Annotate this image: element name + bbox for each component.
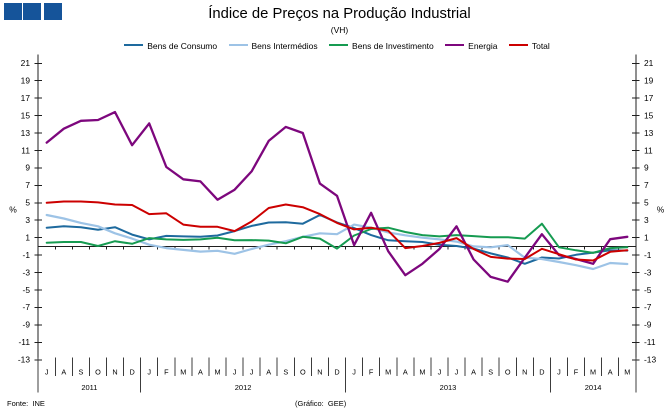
svg-text:15: 15 [644,110,654,120]
svg-text:19: 19 [644,76,654,86]
svg-text:M: M [385,368,391,377]
svg-text:J: J [233,368,237,377]
svg-text:5: 5 [25,198,30,208]
svg-text:O: O [300,368,306,377]
svg-text:S: S [78,368,83,377]
svg-text:2013: 2013 [440,383,457,392]
svg-text:-1: -1 [644,250,652,260]
svg-text:S: S [283,368,288,377]
svg-text:N: N [522,368,527,377]
svg-text:D: D [129,368,134,377]
svg-text:3: 3 [25,215,30,225]
svg-text:-3: -3 [23,267,31,277]
svg-text:19: 19 [21,76,31,86]
svg-text:13: 13 [644,128,654,138]
svg-text:S: S [488,368,493,377]
svg-text:9: 9 [644,163,649,173]
svg-text:F: F [574,368,579,377]
svg-text:J: J [455,368,459,377]
svg-text:J: J [438,368,442,377]
svg-text:%: % [9,205,17,215]
svg-text:-5: -5 [644,285,652,295]
svg-text:M: M [214,368,220,377]
svg-text:-9: -9 [23,320,31,330]
svg-text:A: A [608,368,613,377]
svg-text:A: A [471,368,476,377]
svg-text:O: O [95,368,101,377]
svg-text:J: J [250,368,254,377]
svg-text:J: J [45,368,49,377]
svg-text:N: N [317,368,322,377]
svg-text:9: 9 [25,163,30,173]
svg-text:11: 11 [644,145,653,155]
svg-text:-7: -7 [23,302,31,312]
svg-text:-11: -11 [644,337,656,347]
svg-text:M: M [624,368,630,377]
svg-text:A: A [266,368,271,377]
svg-text:A: A [61,368,66,377]
svg-text:17: 17 [21,93,31,103]
svg-text:N: N [112,368,117,377]
svg-text:-7: -7 [644,302,652,312]
svg-text:J: J [557,368,561,377]
svg-text:M: M [590,368,596,377]
svg-text:21: 21 [21,58,31,68]
svg-text:7: 7 [644,180,649,190]
svg-text:1: 1 [25,233,30,243]
svg-text:-11: -11 [19,337,31,347]
svg-text:-3: -3 [644,267,652,277]
svg-text:2011: 2011 [81,383,97,392]
svg-text:-13: -13 [644,355,656,365]
svg-text:F: F [164,368,169,377]
svg-text:J: J [147,368,151,377]
svg-text:11: 11 [21,145,30,155]
svg-text:J: J [352,368,356,377]
svg-text:D: D [334,368,339,377]
svg-text:-13: -13 [18,355,30,365]
svg-text:-1: -1 [23,250,31,260]
svg-text:15: 15 [21,110,31,120]
svg-text:%: % [657,205,665,215]
svg-text:1: 1 [644,233,649,243]
svg-text:M: M [180,368,186,377]
svg-text:O: O [505,368,511,377]
svg-text:M: M [419,368,425,377]
svg-text:F: F [369,368,374,377]
svg-text:3: 3 [644,215,649,225]
svg-text:5: 5 [644,198,649,208]
svg-text:17: 17 [644,93,654,103]
svg-text:21: 21 [644,58,654,68]
svg-text:A: A [403,368,408,377]
svg-text:D: D [539,368,544,377]
svg-text:13: 13 [21,128,31,138]
svg-text:A: A [198,368,203,377]
svg-text:2012: 2012 [235,383,252,392]
svg-text:7: 7 [25,180,30,190]
svg-text:-9: -9 [644,320,652,330]
svg-text:-5: -5 [23,285,31,295]
svg-text:2014: 2014 [585,383,602,392]
